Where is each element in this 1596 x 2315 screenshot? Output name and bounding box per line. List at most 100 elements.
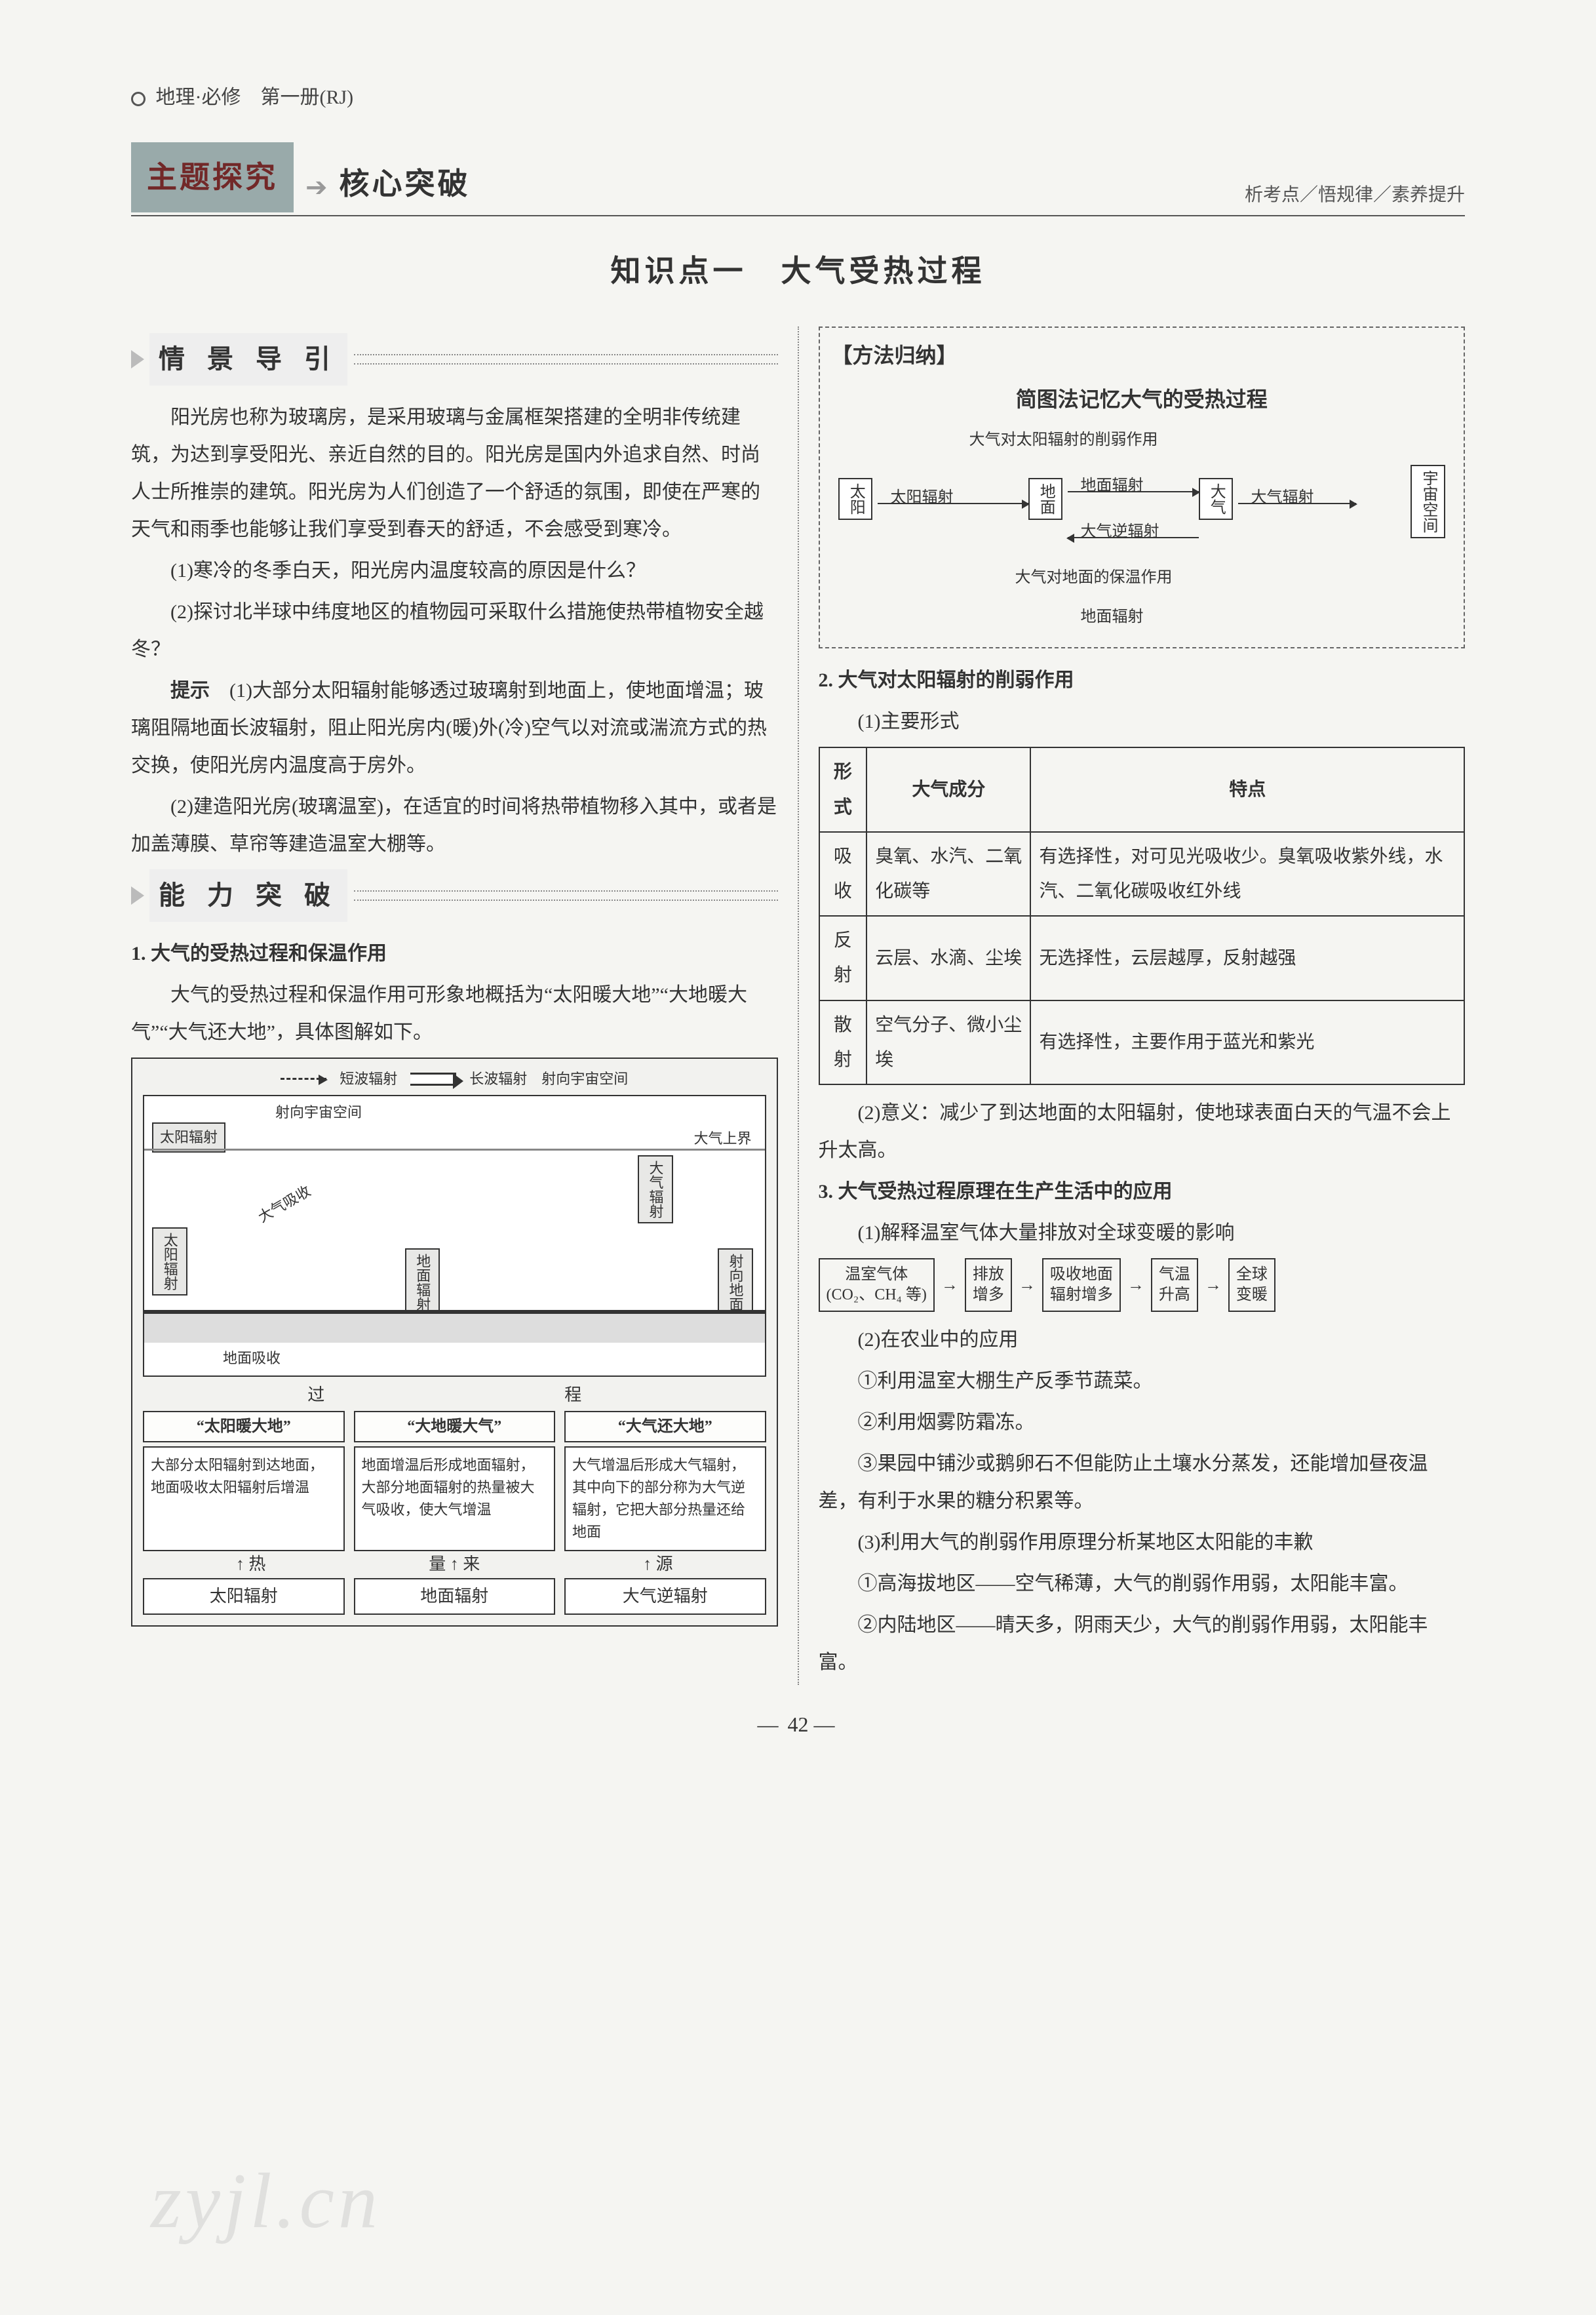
tip-label: 提示 [170,680,210,702]
phase-2: “大地暖大气” [354,1411,556,1442]
desc-1: 大部分太阳辐射到达地面，地面吸收太阳辐射后增温 [143,1446,345,1551]
legend-short: 短波辐射 [340,1069,397,1089]
td: 有选择性，主要作用于蓝光和紫光 [1030,1000,1464,1084]
flow-b5: 全球 变暖 [1228,1258,1275,1312]
flow-b2: 排放 增多 [965,1258,1012,1312]
section-ability-head: 能 力 突 破 [131,869,778,922]
scene-label: 情 景 导 引 [149,333,347,386]
h1: 1. 大气的受热过程和保温作用 [131,935,778,972]
banner: 主题探究 ➔ 核心突破 析考点／悟规律／素养提升 [131,142,1465,216]
arrow-icon [1068,491,1199,492]
weak-label: 大气对太阳辐射的削弱作用 [969,425,1158,456]
h3-1: (1)解释温室气体大量排放对全球变暖的影响 [819,1214,1466,1252]
src-1: 太阳辐射 [143,1578,345,1614]
arrow-icon [1068,537,1199,538]
td: 反射 [819,916,867,1000]
td: 吸收 [819,832,867,916]
back-rad: 大气逆辐射 [1081,517,1159,547]
ground-box: 地面 [1028,478,1063,520]
heat-char: 热 [248,1554,265,1573]
tip-1: 提示 (1)大部分太阳辐射能够透过玻璃射到地面上，使地面增温；玻璃阻隔地面长波辐… [131,672,778,784]
h3-2-2: ②利用烟雾防霜冻。 [819,1404,1466,1441]
page-num-value: 42 [788,1712,809,1736]
flow-b3: 吸收地面 辐射增多 [1042,1258,1121,1312]
section-scene-head: 情 景 导 引 [131,333,778,386]
table-row: 散射 空气分子、微小尘埃 有选择性，主要作用于蓝光和紫光 [819,1000,1465,1084]
question-1: (1)寒冷的冬季白天，阳光房内温度较高的原因是什么？ [131,552,778,589]
heating-process-diagram: 短波辐射 长波辐射 射向宇宙空间 太阳辐射 射向宇宙空间 大气上界 大气吸收 太… [131,1058,778,1627]
arrow-icon: → [1127,1269,1144,1301]
right-column: 【方法归纳】 简图法记忆大气的受热过程 大气对太阳辐射的削弱作用 太阳 太阳辐射… [819,326,1466,1685]
triangle-icon [131,350,144,368]
td: 臭氧、水汽、二氧化碳等 [866,832,1030,916]
page-number: — 42 — [131,1705,1465,1745]
src-2: 地面辐射 [354,1578,556,1614]
sun-box: 太阳 [838,478,873,520]
process-label: 过 程 [143,1383,766,1406]
absorb-atm: 大气吸收 [254,1181,314,1227]
weakening-table: 形式 大气成分 特点 吸收 臭氧、水汽、二氧化碳等 有选择性，对可见光吸收少。臭… [819,747,1466,1085]
ground-absorb: 地面吸收 [223,1349,281,1368]
triangle-icon [131,886,144,905]
arrow-up-row: ↑ 热 量 ↑ 来 ↑ 源 [143,1553,766,1575]
h3-3-2: ②内陆地区——晴天多，阴雨天少，大气的削弱作用弱，太阳能丰富。 [819,1606,1466,1681]
td: 云层、水滴、尘埃 [866,916,1030,1000]
th-comp: 大气成分 [866,747,1030,831]
flow-b1: 温室气体 (CO₂、CH₄ 等) [819,1258,935,1312]
banner-title: 主题探究 [131,142,294,212]
banner-subtitle: 核心突破 [340,155,471,212]
ground-rad-box: 地面辐射 [405,1248,440,1316]
to-ground-box: 射向地面 [718,1248,753,1316]
left-column: 情 景 导 引 阳光房也称为玻璃房，是采用玻璃与金属框架搭建的全明非传统建筑，为… [131,326,799,1685]
phase-row: “太阳暖大地” “大地暖大气” “大气还大地” [143,1411,766,1442]
arrow-icon: → [1019,1269,1036,1301]
atm-rad-box: 大气辐射 [638,1155,673,1223]
ground-rad-2: 地面辐射 [1081,603,1144,633]
legend-row: 短波辐射 长波辐射 射向宇宙空间 [143,1069,766,1089]
banner-right: 析考点／悟规律／素养提升 [1245,178,1465,212]
td: 空气分子、微小尘埃 [866,1000,1030,1084]
h2-sub: (1)主要形式 [819,703,1466,740]
legend-long: 长波辐射 射向宇宙空间 [469,1069,628,1089]
space-box: 宇宙空间 [1411,465,1445,538]
intro-text: 阳光房也称为玻璃房，是采用玻璃与金属框架搭建的全明非传统建筑，为达到享受阳光、亲… [131,399,778,548]
desc-3: 大气增温后形成大气辐射，其中向下的部分称为大气逆辐射，它把大部分热量还给地面 [564,1446,766,1551]
sun-box: 太阳辐射 [152,1122,225,1153]
long-wave-icon [410,1073,456,1086]
h3: 3. 大气受热过程原理在生产生活中的应用 [819,1173,1466,1210]
tip1-text: (1)大部分太阳辐射能够透过玻璃射到地面上，使地面增温；玻璃阻隔地面长波辐射，阻… [131,680,767,776]
desc-row: 大部分太阳辐射到达地面，地面吸收太阳辐射后增温 地面增温后形成地面辐射，大部分地… [143,1446,766,1551]
desc-2: 地面增温后形成地面辐射，大部分地面辐射的热量被大气吸收，使大气增温 [354,1446,556,1551]
arrow-icon: ➔ [305,163,328,212]
atm-boundary-line [144,1149,765,1151]
ground-rad: 地面辐射 [1081,471,1144,502]
method-title: 【方法归纳】 [832,336,1452,376]
schema-diagram: 大气对太阳辐射的削弱作用 太阳 太阳辐射 地面 地面辐射 大气逆辐射 大气 大气… [832,425,1452,635]
source-row: 太阳辐射 地面辐射 大气逆辐射 [143,1578,766,1614]
knowledge-point-title: 知识点一 大气受热过程 [131,243,1465,300]
table-row: 吸收 臭氧、水汽、二氧化碳等 有选择性，对可见光吸收少。臭氧吸收紫外线，水汽、二… [819,832,1465,916]
h3-3: (3)利用大气的削弱作用原理分析某地区太阳能的丰歉 [819,1524,1466,1561]
td: 无选择性，云层越厚，反射越强 [1030,916,1464,1000]
h2-p2: (2)意义：减少了到达地面的太阳辐射，使地球表面白天的气温不会上升太高。 [819,1094,1466,1169]
diagram-main: 太阳辐射 射向宇宙空间 大气上界 大气吸收 太阳辐射 地面吸收 地面辐射 大气辐… [143,1095,766,1377]
subject-text: 地理·必修 第一册(RJ) [156,87,354,108]
h3-2: (2)在农业中的应用 [819,1321,1466,1358]
td: 有选择性，对可见光吸收少。臭氧吸收紫外线，水汽、二氧化碳吸收红外线 [1030,832,1464,916]
ability-label: 能 力 突 破 [149,869,347,922]
arrow-icon: → [1205,1269,1222,1301]
dots-fill [354,354,778,365]
arrow-icon: → [941,1269,958,1301]
question-2: (2)探讨北半球中纬度地区的植物园可采取什么措施使热带植物安全越冬？ [131,593,778,668]
bullet-icon [131,92,146,106]
h1-body: 大气的受热过程和保温作用可形象地概括为“太阳暖大地”“大地暖大气”“大气还大地”… [131,976,778,1051]
flow-b4: 气温 升高 [1151,1258,1198,1312]
greenhouse-flow: 温室气体 (CO₂、CH₄ 等) → 排放 增多 → 吸收地面 辐射增多 → 气… [819,1258,1466,1312]
dots-fill [354,890,778,901]
td: 散射 [819,1000,867,1084]
arrow-icon [878,503,1028,504]
watermark: zyjl.cn [151,2126,381,2276]
atm-top: 大气上界 [693,1129,751,1149]
sun-rad-vertical: 太阳辐射 [152,1227,187,1296]
method-box: 【方法归纳】 简图法记忆大气的受热过程 大气对太阳辐射的削弱作用 太阳 太阳辐射… [819,326,1466,649]
